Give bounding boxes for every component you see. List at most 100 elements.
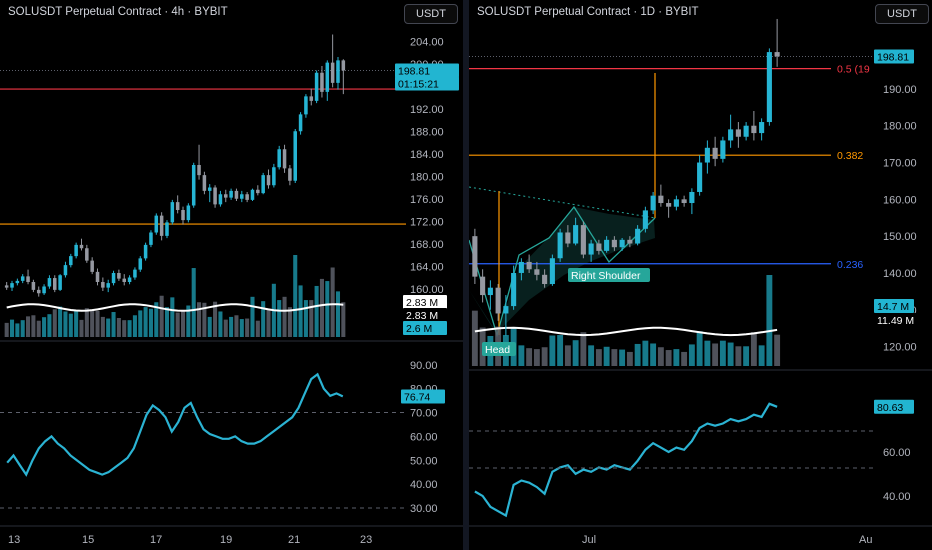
candle-body [309, 96, 314, 101]
chart-panel-4h[interactable]: SOLUSDT Perpetual Contract · 4h · BYBIT … [0, 0, 463, 550]
rsi-value-badge-bg [401, 389, 445, 404]
volume-bar [186, 305, 191, 337]
candle-body [604, 239, 610, 251]
candle-body [518, 261, 524, 273]
candle-body [197, 165, 201, 176]
price-tick: 164.00 [410, 261, 444, 273]
time-tick: 13 [8, 534, 20, 546]
volume-bar [74, 310, 79, 337]
candle-body [573, 225, 579, 244]
chart-4h-svg[interactable]: 204.00200.00196.00192.00188.00184.00180.… [0, 0, 463, 550]
volume-bar [712, 343, 719, 366]
price-tick: 180.00 [883, 121, 917, 133]
volume-bar [549, 335, 556, 366]
volume-bar [84, 308, 89, 337]
candle-body [191, 165, 196, 206]
volume-badge: 14.7 M [877, 301, 909, 313]
time-tick: 17 [150, 534, 162, 546]
rsi-tick: 30.00 [410, 503, 438, 515]
candle-body [234, 190, 239, 199]
candle-body [143, 244, 148, 259]
currency-button[interactable]: USDT [404, 4, 458, 24]
volume-bar [245, 318, 250, 337]
candle-body [288, 168, 292, 181]
volume-bar [335, 291, 341, 337]
candle-body [277, 149, 281, 168]
volume-bar [52, 309, 57, 337]
candle-body [503, 306, 509, 314]
volume-bar [673, 349, 680, 366]
fib-level-label: 0.382 [837, 150, 863, 162]
candle-body [175, 202, 180, 210]
volume-bar [15, 323, 20, 337]
panel-divider[interactable] [463, 0, 469, 550]
last-price-badge-bg [874, 49, 914, 64]
volume-bar [314, 285, 319, 337]
candle-body [138, 258, 143, 270]
volume-ma-badge-bg [403, 295, 447, 309]
volume-bar [277, 300, 282, 337]
volume-bar [122, 320, 127, 337]
candle-body [759, 122, 765, 134]
rsi-tick: 40.00 [410, 479, 438, 491]
candle-body [31, 282, 36, 290]
candle-body [69, 256, 73, 266]
volume-bar [213, 301, 218, 337]
volume-bar [79, 319, 84, 337]
chart-panel-1d[interactable]: SOLUSDT Perpetual Contract · 1D · BYBIT … [469, 0, 932, 550]
last-price-badge-bg [395, 63, 459, 78]
candle-body [133, 269, 137, 278]
volume-bar [175, 312, 180, 337]
candle-body [90, 260, 94, 272]
rsi-tick: 60.00 [883, 447, 911, 459]
candle-body [720, 140, 726, 159]
volume-bar [191, 268, 196, 337]
candle-body [165, 222, 169, 236]
candle-body [218, 194, 223, 205]
volume-bar [143, 307, 148, 337]
candle-body [261, 175, 265, 194]
volume-bar [218, 311, 223, 337]
volume-bar [47, 314, 52, 337]
candle-body [735, 129, 741, 137]
candle-body [619, 239, 625, 248]
fib-level-label: 0.236 [837, 259, 863, 271]
candle-body [10, 283, 14, 288]
candle-body [240, 194, 244, 199]
candle-body [635, 228, 641, 244]
volume-ma-line [474, 326, 778, 337]
price-tick: 192.00 [410, 104, 444, 116]
volume-bar [681, 351, 688, 366]
candle-body [181, 210, 185, 221]
candle-body [751, 125, 757, 134]
rsi-line [474, 402, 778, 518]
volume-bar [111, 312, 116, 337]
volume-bar [100, 316, 105, 337]
candle-body [47, 278, 52, 287]
volume-bar [471, 310, 478, 366]
volume-bar [688, 344, 695, 366]
volume-bar [665, 350, 672, 366]
rsi-tick: 50.00 [410, 455, 438, 467]
volume-bar [138, 310, 143, 337]
volume-bar [159, 295, 164, 337]
volume-bar [42, 317, 47, 337]
time-tick: Au [859, 534, 872, 546]
candle-body [85, 248, 89, 261]
volume-bar [293, 255, 298, 337]
price-tick: 150.00 [883, 231, 917, 243]
candle-body [511, 272, 517, 307]
volume-bar [148, 308, 153, 337]
candle-body [557, 232, 563, 259]
last-price-badge: 198.81 [877, 51, 909, 63]
candle-body [63, 265, 68, 276]
currency-button[interactable]: USDT [875, 4, 929, 24]
candle-body [596, 243, 602, 251]
candle-body [213, 187, 217, 205]
price-tick: 184.00 [410, 149, 444, 161]
volume-bar [642, 340, 649, 366]
chart-1d-svg[interactable]: 0.5 (19 0.382 0.236 190.00 180.00 170.00 160.0… [469, 0, 932, 550]
volume-bar [611, 349, 618, 366]
price-tick: 120.00 [883, 342, 917, 354]
candle-body [704, 147, 710, 163]
